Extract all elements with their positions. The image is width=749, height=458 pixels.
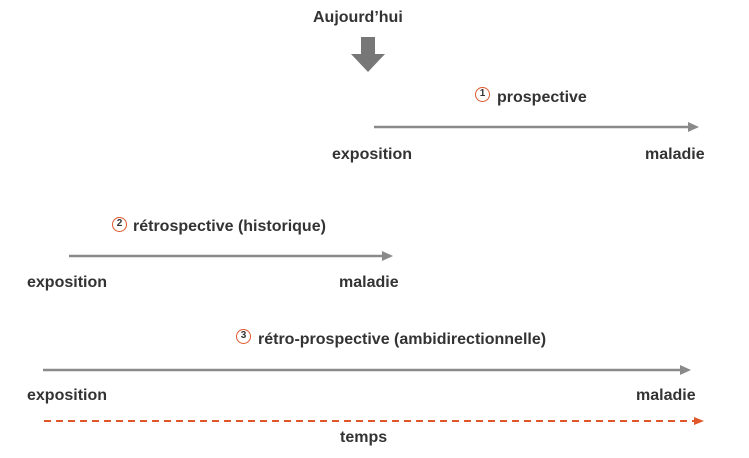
study-2-end-label: maladie — [339, 274, 399, 291]
study-3-start-label: exposition — [27, 387, 108, 404]
study-2-start-label: exposition — [27, 274, 108, 291]
study-3-end-label: maladie — [636, 387, 696, 404]
study-2-arrow — [69, 251, 393, 261]
study-2-title: rétrospective (historique) — [133, 218, 326, 235]
time-label: temps — [340, 429, 388, 446]
today-down-arrow — [351, 37, 385, 72]
study-1-arrow — [374, 122, 699, 132]
study-1-title: prospective — [497, 89, 587, 106]
study-3-number-badge: 3 — [236, 329, 251, 344]
study-3-title: rétro-prospective (ambidirectionnelle) — [258, 331, 547, 348]
study-3-arrow — [43, 365, 691, 375]
time-arrow — [44, 417, 704, 425]
study-1-end-label: maladie — [645, 146, 705, 163]
today-label: Aujourd’hui — [313, 9, 403, 26]
study-1-start-label: exposition — [332, 146, 413, 163]
study-2-number-badge: 2 — [112, 217, 127, 232]
study-1-number-badge: 1 — [475, 87, 490, 102]
